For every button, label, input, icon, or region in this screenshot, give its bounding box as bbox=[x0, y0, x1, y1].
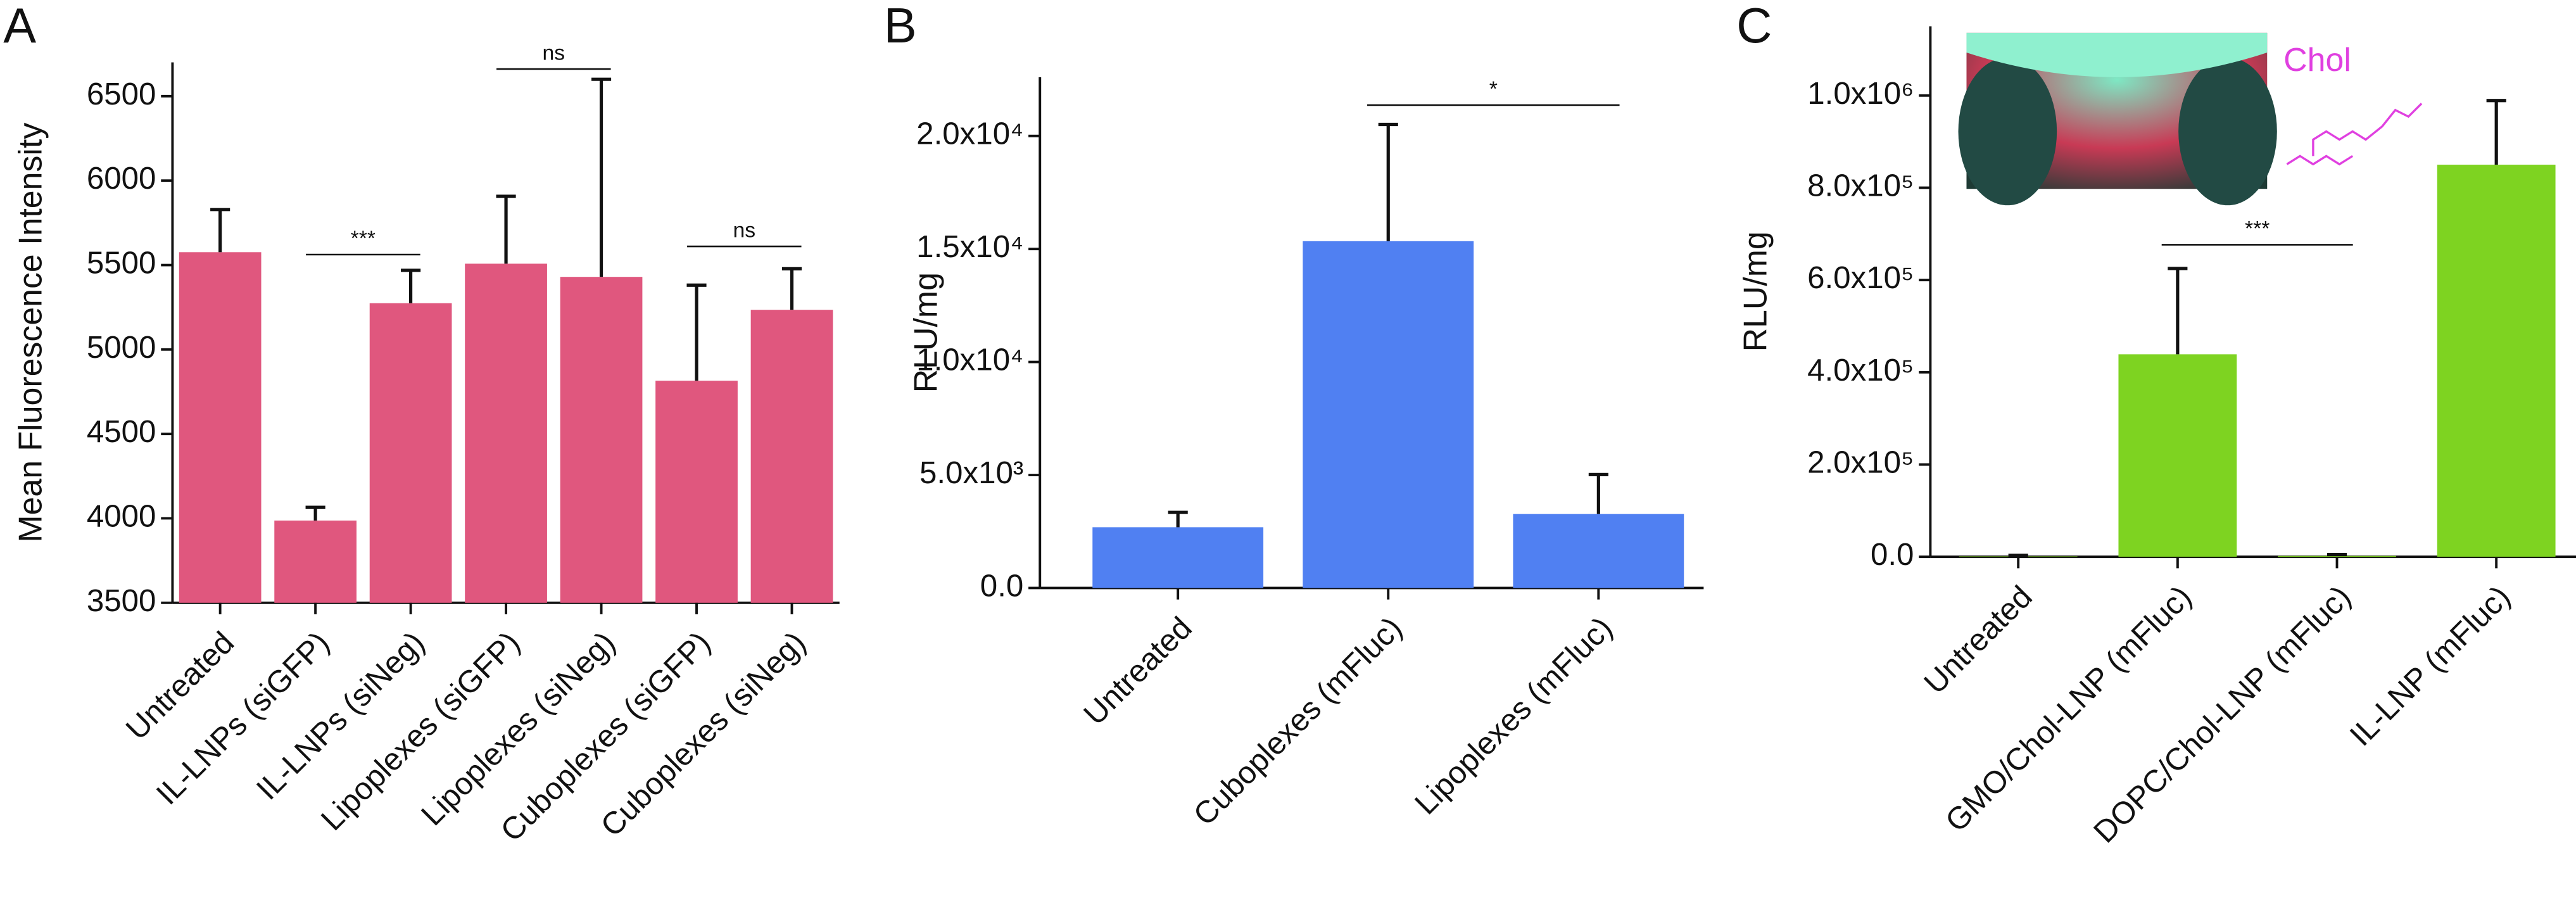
x-tick-label: Untreated bbox=[1917, 579, 2039, 700]
bar bbox=[465, 263, 547, 603]
significance-label: ns bbox=[542, 41, 565, 65]
panel-label: C bbox=[1736, 0, 1772, 53]
bar bbox=[179, 252, 262, 603]
y-tick-label: 1.0x10⁴ bbox=[916, 343, 1023, 377]
y-tick-label: 4500 bbox=[87, 414, 156, 449]
y-tick-label: 8.0x10⁵ bbox=[1807, 168, 1914, 203]
x-tick-label: IL-LNP (mFluc) bbox=[2343, 579, 2516, 752]
y-tick-label: 4.0x10⁵ bbox=[1807, 353, 1914, 388]
bar bbox=[750, 310, 833, 603]
significance-label: *** bbox=[2245, 217, 2270, 241]
y-tick-label: 2.0x10⁵ bbox=[1807, 445, 1914, 480]
x-tick-label: IL-LNPs (siGFP) bbox=[149, 625, 336, 811]
bar bbox=[274, 520, 357, 603]
significance-label: * bbox=[1489, 77, 1498, 101]
significance-label: ns bbox=[733, 218, 755, 243]
y-tick-label: 0.0 bbox=[1871, 537, 1914, 572]
inset-image bbox=[1958, 32, 2423, 206]
x-tick-label: Lipoplexes (mFluc) bbox=[1408, 611, 1619, 821]
inset-label: Chol bbox=[2283, 41, 2351, 78]
x-tick-label: Untreated bbox=[1077, 611, 1199, 732]
y-tick-label: 5500 bbox=[87, 246, 156, 281]
bar bbox=[1513, 514, 1684, 588]
bar bbox=[1092, 527, 1264, 588]
bar bbox=[2118, 354, 2237, 557]
y-tick-label: 4000 bbox=[87, 499, 156, 534]
bar bbox=[560, 277, 643, 603]
y-tick-label: 5000 bbox=[87, 330, 156, 365]
panel-label: A bbox=[3, 0, 36, 53]
y-tick-label: 1.5x10⁴ bbox=[916, 229, 1023, 264]
bar bbox=[2437, 165, 2556, 557]
y-tick-label: 6.0x10⁵ bbox=[1807, 260, 1914, 295]
x-tick-label: DOPC/Chol-LNP (mFluc) bbox=[2087, 579, 2358, 849]
y-axis-label: RLU/mg bbox=[1737, 231, 1774, 351]
y-tick-label: 5.0x10³ bbox=[919, 455, 1023, 490]
bar bbox=[369, 303, 452, 603]
bar bbox=[2278, 555, 2396, 557]
y-tick-label: 6000 bbox=[87, 161, 156, 196]
bar bbox=[1303, 241, 1474, 588]
y-axis-label: RLU/mg bbox=[907, 272, 944, 393]
significance-label: *** bbox=[351, 227, 376, 251]
x-tick-label: Cuboplexes (mFluc) bbox=[1187, 611, 1409, 833]
y-tick-label: 3500 bbox=[87, 583, 156, 618]
bar bbox=[655, 381, 738, 603]
x-tick-label: IL-LNPs (siNeg) bbox=[249, 625, 431, 807]
y-tick-label: 0.0 bbox=[980, 568, 1024, 603]
panel-label: B bbox=[884, 0, 917, 53]
y-tick-label: 1.0x10⁶ bbox=[1807, 76, 1914, 111]
y-tick-label: 2.0x10⁴ bbox=[916, 117, 1023, 151]
y-axis-label: Mean Fluorescence Intensity bbox=[12, 123, 49, 543]
y-tick-label: 6500 bbox=[87, 77, 156, 111]
